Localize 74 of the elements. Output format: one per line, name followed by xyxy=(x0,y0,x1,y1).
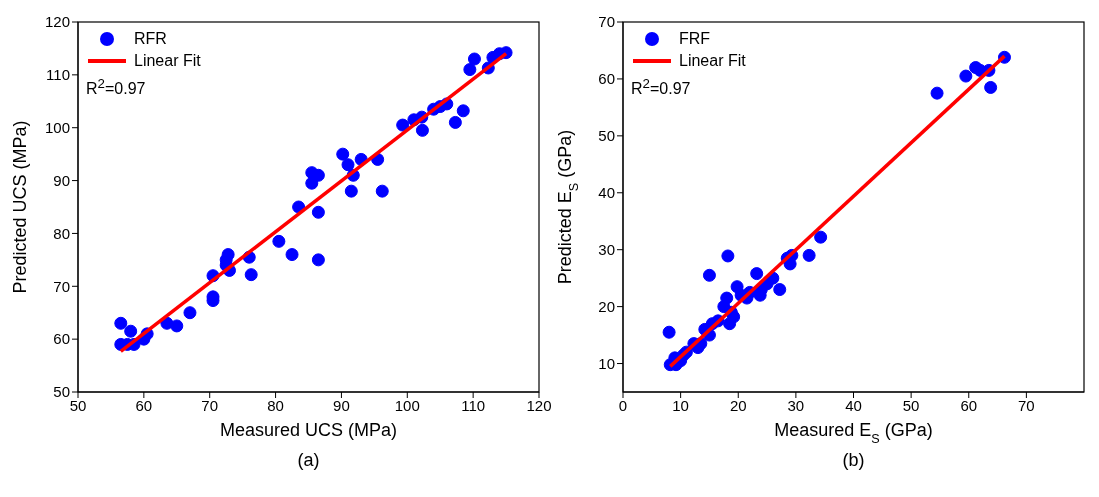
legend-label: RFR xyxy=(134,30,167,48)
y-tick-label: 60 xyxy=(598,70,615,88)
y-tick-label: 20 xyxy=(598,297,615,315)
legend-label: Linear Fit xyxy=(134,52,201,70)
y-tick-label: 80 xyxy=(53,224,70,242)
point xyxy=(448,115,462,129)
point xyxy=(463,63,477,77)
x-axis-title: Measured UCS (MPa) xyxy=(219,420,398,440)
y-tick-label: 70 xyxy=(598,13,615,31)
point xyxy=(311,253,325,267)
x-tick-label: 80 xyxy=(267,396,284,414)
point xyxy=(721,249,735,263)
y-tick-label: 50 xyxy=(598,127,615,145)
point xyxy=(114,316,128,330)
x-tick-label: 90 xyxy=(333,396,350,414)
y-tick-label: 120 xyxy=(44,13,70,31)
point xyxy=(814,230,828,244)
point xyxy=(456,104,470,118)
point xyxy=(720,291,734,305)
text: (a) xyxy=(296,450,321,471)
point xyxy=(802,248,816,262)
y-tick-label: 100 xyxy=(44,119,70,137)
point xyxy=(375,184,389,198)
point xyxy=(984,80,998,94)
x-tick-label: 20 xyxy=(729,396,747,414)
y-tick-label: 110 xyxy=(46,66,70,84)
y-tick-label: 10 xyxy=(598,354,615,372)
y-tick-label: 90 xyxy=(53,171,70,189)
point xyxy=(396,118,410,132)
x-tick-label: 60 xyxy=(960,396,978,414)
point xyxy=(341,158,355,172)
y-tick-label: 70 xyxy=(53,277,70,295)
y-axis-title: Predicted UCS (MPa) xyxy=(10,120,30,294)
y-tick-label: 50 xyxy=(53,383,70,401)
point xyxy=(221,248,235,262)
x-tick-label: 50 xyxy=(902,396,920,414)
point xyxy=(415,123,429,137)
x-axis-title: Measured E$_{S}$ (GPa) xyxy=(774,420,933,446)
annotation: R$^{2}$=0.97 xyxy=(86,76,147,99)
x-tick-label: 50 xyxy=(69,396,87,414)
point xyxy=(750,267,764,281)
x-tick-label: 70 xyxy=(1018,396,1035,414)
y-tick-label: 30 xyxy=(598,241,615,259)
point xyxy=(311,205,325,219)
annotation: R$^{2}$=0.97 xyxy=(631,76,692,99)
y-tick-label: 60 xyxy=(53,330,70,348)
point xyxy=(170,319,184,333)
x-tick-label: 10 xyxy=(672,396,689,414)
point xyxy=(244,268,258,282)
legend-label: Linear Fit xyxy=(679,52,746,70)
point xyxy=(183,306,197,320)
x-tick-label: 120 xyxy=(526,396,552,414)
y-tick-label: 40 xyxy=(598,184,615,202)
x-tick-label: 30 xyxy=(787,396,805,414)
point xyxy=(727,310,741,324)
point xyxy=(124,324,138,338)
x-tick-label: 40 xyxy=(845,396,862,414)
legend-label: FRF xyxy=(679,30,711,48)
point xyxy=(336,147,350,161)
x-tick-label: 0 xyxy=(618,396,628,414)
x-tick-label: 110 xyxy=(461,396,486,414)
point xyxy=(702,268,716,282)
x-tick-label: 60 xyxy=(135,396,153,414)
point xyxy=(285,248,299,262)
text: (b) xyxy=(841,450,866,471)
x-tick-label: 100 xyxy=(394,396,420,414)
point xyxy=(344,184,358,198)
x-tick-label: 70 xyxy=(201,396,219,414)
point xyxy=(662,325,676,339)
point xyxy=(930,86,944,100)
point xyxy=(959,69,973,83)
point xyxy=(467,52,481,66)
point xyxy=(773,283,787,297)
point xyxy=(272,234,286,248)
